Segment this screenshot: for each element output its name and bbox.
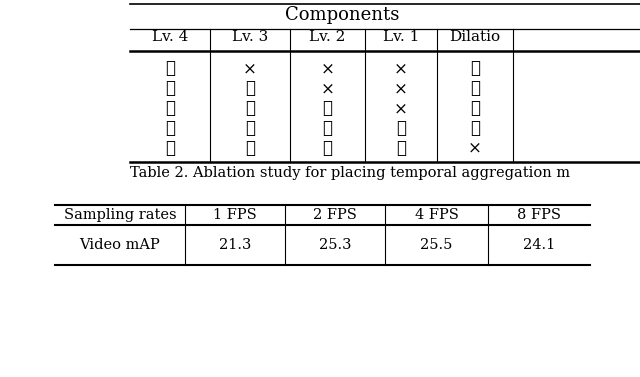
Text: 24.1: 24.1 [523,238,555,252]
Text: ✓: ✓ [245,101,255,118]
Text: Sampling rates: Sampling rates [64,208,176,222]
Text: 1 FPS: 1 FPS [213,208,257,222]
Text: 21.3: 21.3 [219,238,251,252]
Text: ✓: ✓ [396,139,406,156]
Text: ✓: ✓ [470,60,480,78]
Text: Components: Components [285,6,400,24]
Text: ✓: ✓ [323,139,333,156]
Text: ✓: ✓ [245,81,255,98]
Text: Lv. 2: Lv. 2 [309,30,346,44]
Text: ✓: ✓ [165,101,175,118]
Text: ✓: ✓ [470,81,480,98]
Text: ✓: ✓ [323,101,333,118]
Text: Lv. 1: Lv. 1 [383,30,419,44]
Text: 2 FPS: 2 FPS [313,208,357,222]
Text: Video mAP: Video mAP [79,238,161,252]
Text: 8 FPS: 8 FPS [517,208,561,222]
Text: ✓: ✓ [245,139,255,156]
Text: ✓: ✓ [470,101,480,118]
Text: Lv. 4: Lv. 4 [152,30,188,44]
Text: ×: × [321,60,335,78]
Text: 25.3: 25.3 [319,238,351,252]
Text: Lv. 3: Lv. 3 [232,30,268,44]
Text: ✓: ✓ [323,120,333,136]
Text: Dilatio: Dilatio [449,30,500,44]
Text: ×: × [321,81,335,98]
Text: ×: × [468,139,482,156]
Text: Table 2. Ablation study for placing temporal aggregation m: Table 2. Ablation study for placing temp… [130,166,570,180]
Text: ✓: ✓ [165,60,175,78]
Text: ✓: ✓ [165,81,175,98]
Text: ×: × [243,60,257,78]
Text: ✓: ✓ [245,120,255,136]
Text: ✓: ✓ [470,120,480,136]
Text: ×: × [394,60,408,78]
Text: ✓: ✓ [165,139,175,156]
Text: ×: × [394,81,408,98]
Text: ×: × [394,101,408,118]
Text: ✓: ✓ [165,120,175,136]
Text: 4 FPS: 4 FPS [415,208,458,222]
Text: 25.5: 25.5 [420,238,452,252]
Text: ✓: ✓ [396,120,406,136]
